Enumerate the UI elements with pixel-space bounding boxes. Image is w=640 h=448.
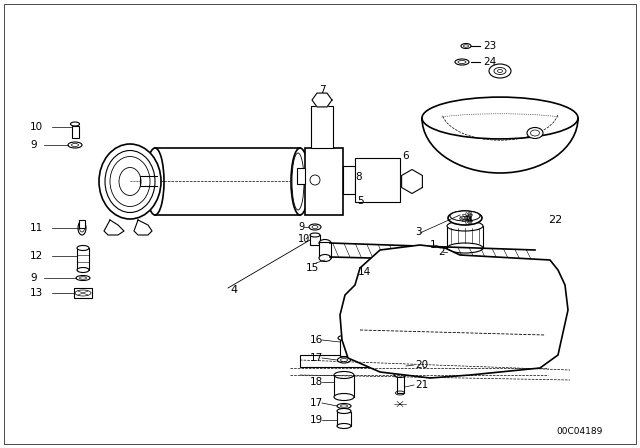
Text: 10: 10 (30, 122, 43, 132)
Bar (74, 288, 92, 298)
Bar (297, 168, 305, 184)
Text: 24: 24 (483, 57, 496, 67)
Text: 14: 14 (358, 267, 371, 277)
Ellipse shape (319, 254, 331, 262)
Ellipse shape (319, 240, 331, 246)
Text: 5: 5 (357, 197, 364, 207)
Bar (394, 365, 406, 370)
Ellipse shape (77, 267, 89, 272)
Text: 17: 17 (310, 398, 323, 408)
Bar (447, 226, 483, 248)
Text: 15: 15 (306, 263, 319, 273)
Text: 00C04189: 00C04189 (556, 427, 602, 436)
Text: 17: 17 (310, 353, 323, 363)
Ellipse shape (527, 128, 543, 138)
Text: 13: 13 (30, 288, 44, 298)
Text: 9: 9 (30, 273, 36, 283)
Text: 7: 7 (319, 85, 325, 95)
Text: 19: 19 (310, 415, 323, 425)
Ellipse shape (78, 221, 86, 235)
Bar (337, 412, 351, 426)
Ellipse shape (450, 211, 480, 221)
Ellipse shape (394, 362, 406, 368)
Ellipse shape (70, 122, 79, 126)
Ellipse shape (137, 177, 143, 186)
Text: 22: 22 (548, 215, 563, 225)
Ellipse shape (68, 142, 82, 148)
Ellipse shape (337, 409, 351, 414)
Bar (310, 235, 320, 245)
Ellipse shape (447, 221, 483, 231)
Bar (72, 126, 79, 138)
Ellipse shape (422, 97, 578, 139)
Text: 21: 21 (415, 380, 428, 390)
Ellipse shape (337, 357, 351, 363)
Polygon shape (134, 220, 152, 235)
Ellipse shape (146, 148, 164, 215)
Text: 23: 23 (483, 41, 496, 51)
Text: 16: 16 (310, 335, 323, 345)
Ellipse shape (99, 144, 161, 219)
Text: 11: 11 (30, 223, 44, 233)
Ellipse shape (77, 246, 89, 250)
Ellipse shape (337, 404, 351, 409)
Text: 1: 1 (430, 240, 436, 250)
Bar (305, 148, 343, 215)
Text: 2: 2 (438, 247, 445, 257)
Bar (334, 375, 354, 397)
Text: 9: 9 (30, 140, 36, 150)
Text: 6: 6 (402, 151, 408, 161)
Bar (355, 158, 400, 202)
Ellipse shape (448, 211, 482, 225)
Ellipse shape (334, 393, 354, 401)
Ellipse shape (489, 64, 511, 78)
Ellipse shape (291, 148, 309, 215)
Text: 18: 18 (310, 377, 323, 387)
Ellipse shape (338, 336, 350, 340)
Ellipse shape (447, 243, 483, 253)
Bar (77, 248, 89, 270)
Ellipse shape (337, 423, 351, 428)
PathPatch shape (340, 245, 568, 378)
Bar (397, 375, 404, 393)
Text: 9: 9 (298, 222, 304, 232)
Text: 12: 12 (30, 251, 44, 261)
Bar (343, 166, 355, 194)
Text: 8: 8 (355, 172, 362, 181)
Text: 20: 20 (415, 360, 428, 370)
Text: 3: 3 (415, 227, 422, 237)
Polygon shape (104, 220, 124, 235)
Ellipse shape (310, 233, 320, 237)
Ellipse shape (76, 276, 90, 280)
Ellipse shape (334, 371, 354, 379)
Text: 4: 4 (230, 285, 237, 295)
Polygon shape (402, 169, 422, 194)
Bar (311, 106, 333, 148)
Ellipse shape (309, 224, 321, 230)
Bar (319, 242, 331, 258)
Polygon shape (312, 93, 332, 107)
Ellipse shape (394, 372, 406, 378)
Bar (340, 340, 349, 356)
Text: 10: 10 (298, 234, 310, 244)
Bar (79, 220, 85, 228)
Bar (300, 355, 535, 367)
